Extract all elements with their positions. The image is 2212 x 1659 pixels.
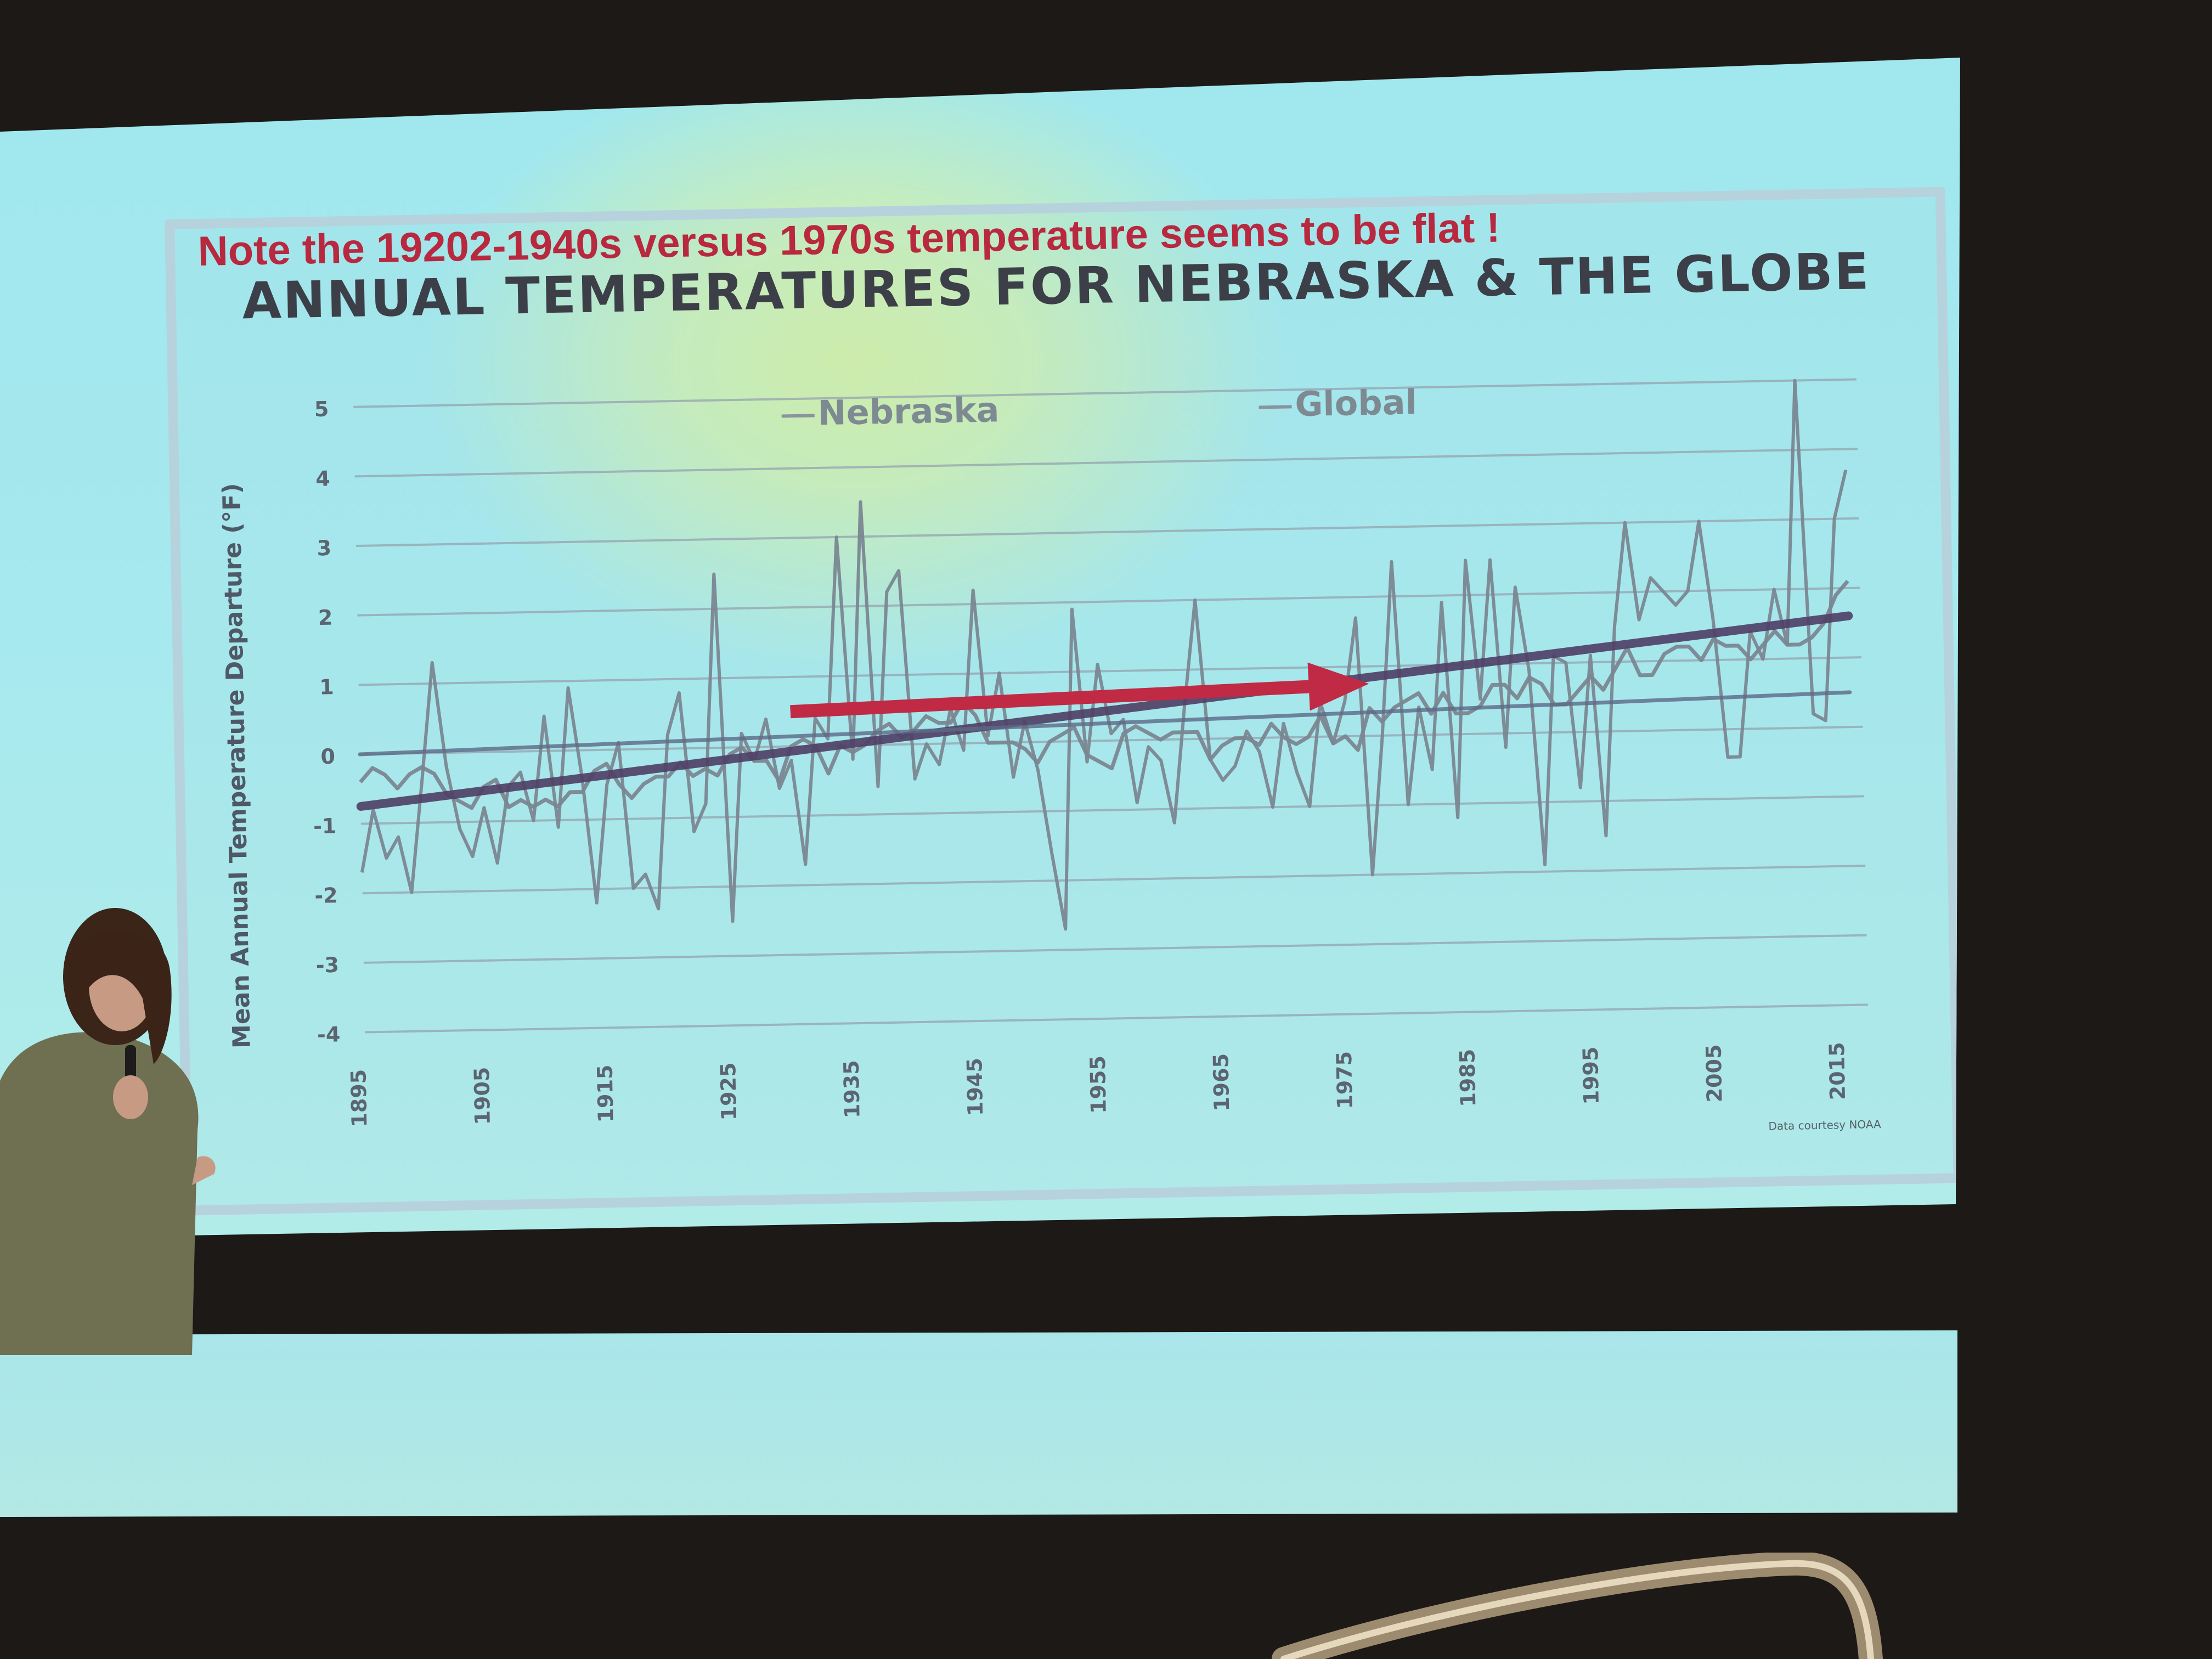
y-tick-label: 4 xyxy=(315,466,330,490)
x-tick-label: 1915 xyxy=(593,1064,618,1123)
y-tick-labels: 5 4 3 2 1 0 -1 -2 -3 -4 xyxy=(313,397,341,1047)
trend-line xyxy=(356,611,1853,811)
grid-line xyxy=(359,725,1863,755)
annotation-arrow-shaft xyxy=(790,680,1310,719)
grid-line xyxy=(362,865,1866,895)
trend-layer xyxy=(356,611,1853,811)
grid-line xyxy=(363,934,1867,964)
x-tick-label: 1985 xyxy=(1455,1048,1480,1107)
x-tick-label: 1895 xyxy=(346,1069,371,1127)
source-note: Data courtesy NOAA xyxy=(1768,1117,1881,1133)
grid-line xyxy=(361,795,1864,825)
chart-frame: 5 4 3 2 1 0 -1 -2 -3 -4 1895 1905 1915 1925 1935 1945 1… xyxy=(165,187,1960,1216)
x-tick-label: 1995 xyxy=(1578,1046,1604,1105)
y-tick-label: -3 xyxy=(315,953,339,978)
x-tick-label: 1975 xyxy=(1332,1051,1357,1110)
grid-line xyxy=(358,656,1862,686)
legend-swatch xyxy=(1259,405,1292,409)
grid-line xyxy=(365,1003,1868,1034)
x-tick-label: 1945 xyxy=(962,1058,988,1116)
projection-screen-lower xyxy=(0,1330,1957,1517)
legend-label: Nebraska xyxy=(817,390,1000,433)
x-tick-label: 2005 xyxy=(1702,1044,1727,1103)
x-tick-label: 1965 xyxy=(1209,1053,1234,1112)
y-tick-label: -1 xyxy=(313,814,337,838)
x-tick-label: 1925 xyxy=(716,1062,741,1121)
x-tick-label: 1905 xyxy=(470,1066,495,1125)
series-line-global xyxy=(359,579,1849,810)
grid-line xyxy=(356,517,1859,548)
x-tick-label: 1955 xyxy=(1086,1056,1111,1114)
grid-line xyxy=(354,448,1858,478)
x-tick-labels: 1895 1905 1915 1925 1935 1945 1955 1965 1975 1985… xyxy=(346,1042,1850,1127)
projection-screen: 5 4 3 2 1 0 -1 -2 -3 -4 1895 1905 1915 1925 1935 1945 1… xyxy=(0,58,1960,1239)
y-tick-label: 5 xyxy=(314,397,329,421)
grid-line xyxy=(353,378,1857,408)
legend-item-nebraska: Nebraska xyxy=(781,390,1000,433)
legend-swatch xyxy=(781,414,815,418)
y-tick-label: 2 xyxy=(318,606,332,630)
railing xyxy=(1272,1553,1883,1659)
legend-label: Global xyxy=(1294,382,1418,425)
trend-line xyxy=(358,690,1852,757)
grid-line xyxy=(357,586,1860,617)
x-tick-label: 2015 xyxy=(1825,1042,1850,1101)
x-tick-label: 1935 xyxy=(839,1060,865,1119)
annotation-arrow-head xyxy=(1307,662,1369,711)
y-tick-label: 0 xyxy=(320,744,335,769)
y-tick-label: -2 xyxy=(314,883,338,908)
y-tick-label: 1 xyxy=(319,675,334,699)
y-tick-label: -4 xyxy=(317,1022,341,1047)
arrow-layer xyxy=(790,662,1369,719)
presenter-figure xyxy=(0,908,216,1355)
legend-item-global: Global xyxy=(1259,382,1418,425)
y-tick-label: 3 xyxy=(317,536,331,560)
grid-layer xyxy=(353,378,1868,1034)
